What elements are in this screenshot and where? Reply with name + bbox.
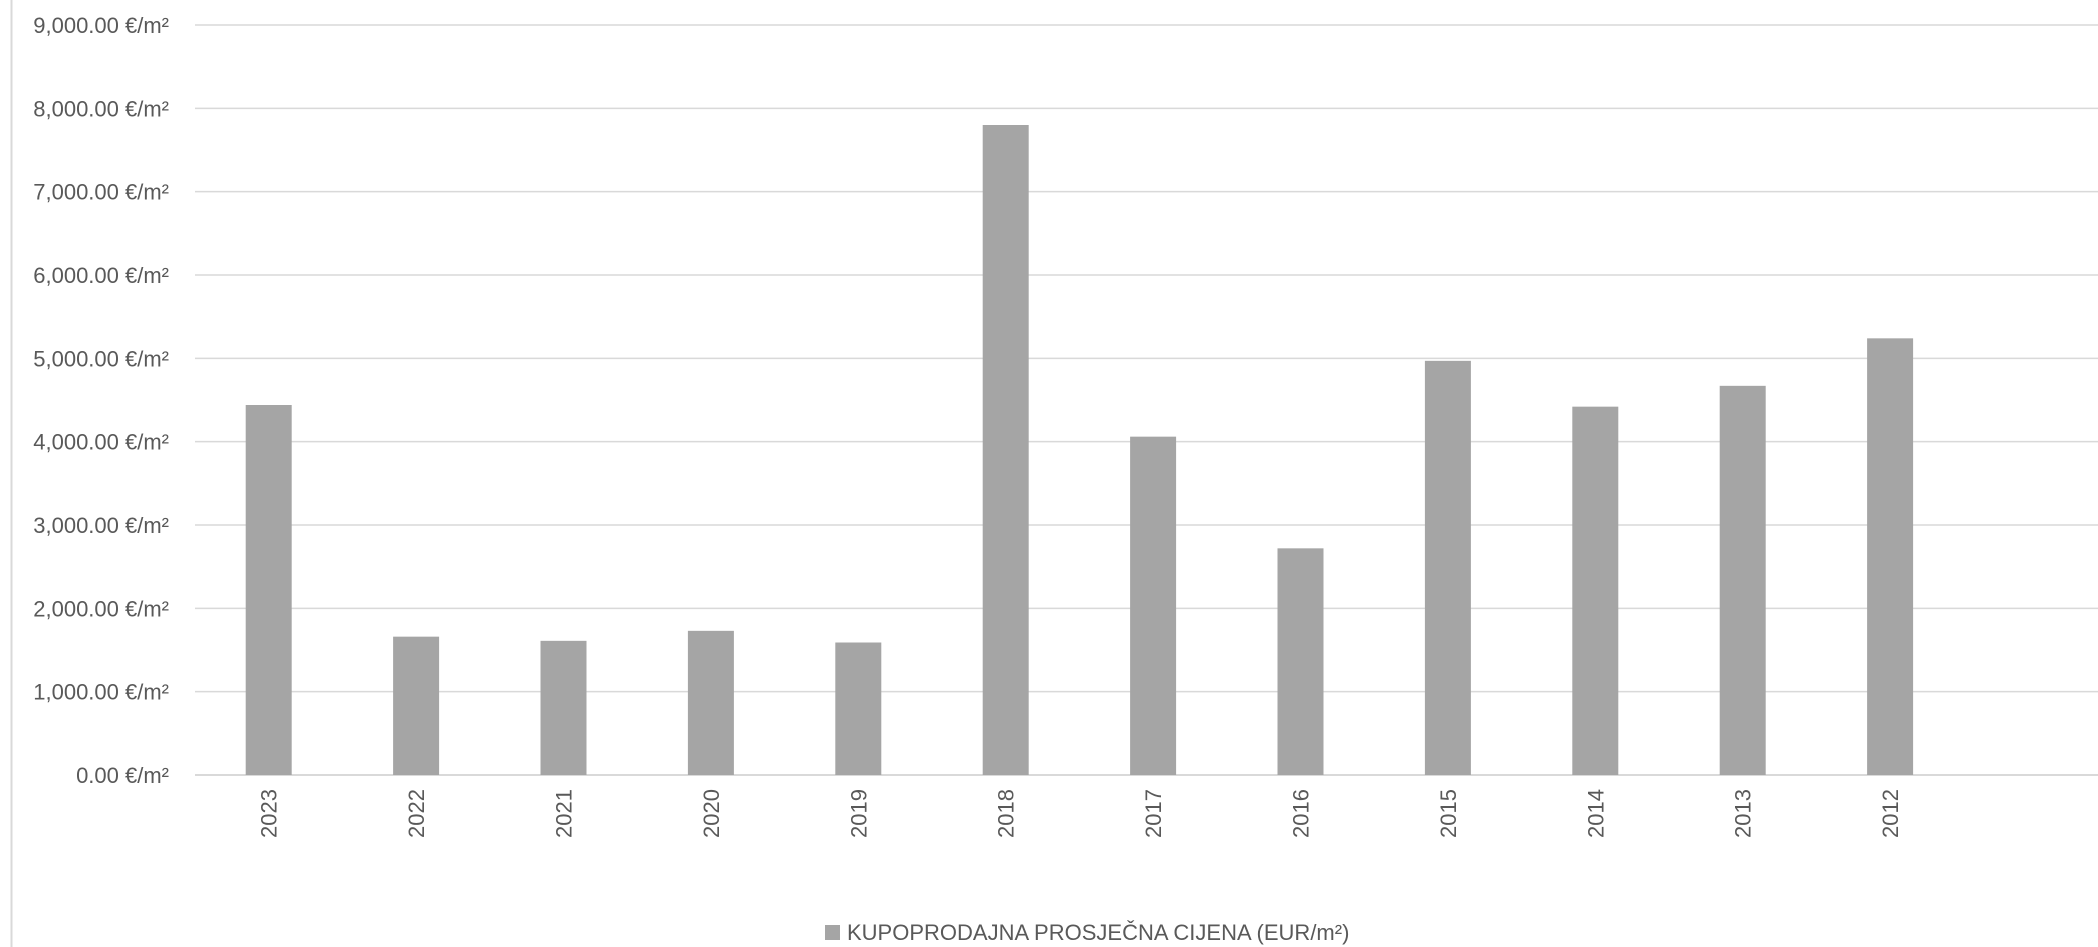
bar-2021 [540,640,587,775]
y-tick-label: 4,000.00 €/m² [33,430,169,455]
y-tick-label: 8,000.00 €/m² [33,96,169,121]
bar-2016 [1277,548,1324,775]
x-tick-label: 2019 [846,789,871,838]
bar-2020 [687,630,734,775]
bar-2015 [1424,360,1471,775]
x-tick-label: 2020 [699,789,724,838]
legend-swatch [825,925,840,940]
bar-2017 [1130,436,1177,775]
bar-2013 [1719,385,1766,775]
y-tick-label: 5,000.00 €/m² [33,346,169,371]
x-tick-label: 2022 [404,789,429,838]
y-tick-label: 1,000.00 €/m² [33,680,169,705]
x-tick-label: 2012 [1878,789,1903,838]
bar-2023 [245,405,292,775]
x-tick-label: 2023 [257,789,282,838]
x-tick-label: 2013 [1731,789,1756,838]
x-tick-label: 2018 [994,789,1019,838]
bar-2022 [393,636,440,775]
x-tick-label: 2021 [552,789,577,838]
y-tick-label: 0.00 €/m² [76,763,169,788]
x-tick-label: 2014 [1583,789,1608,838]
bar-2014 [1572,406,1619,775]
x-tick-label: 2016 [1289,789,1314,838]
y-tick-label: 2,000.00 €/m² [33,596,169,621]
y-tick-label: 7,000.00 €/m² [33,180,169,205]
y-tick-label: 6,000.00 €/m² [33,263,169,288]
y-tick-label: 9,000.00 €/m² [33,13,169,38]
y-tick-label: 3,000.00 €/m² [33,513,169,538]
bar-2019 [835,642,882,775]
bar-2018 [982,125,1029,775]
legend-label: KUPOPRODAJNA PROSJEČNA CIJENA (EUR/m²) [847,920,1349,945]
x-tick-label: 2017 [1141,789,1166,838]
bar-2012 [1867,338,1914,775]
x-tick-label: 2015 [1436,789,1461,838]
